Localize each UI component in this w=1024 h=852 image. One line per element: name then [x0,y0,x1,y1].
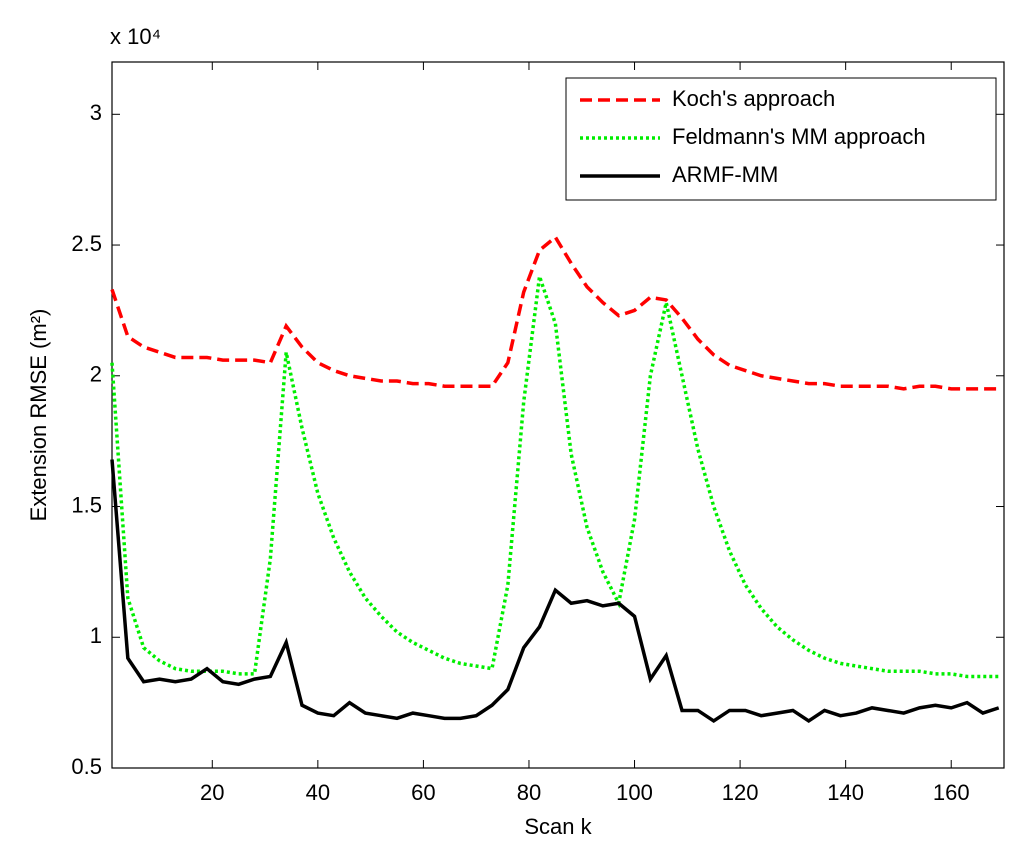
legend-label: Koch's approach [672,86,835,111]
y-tick-label: 1.5 [71,492,102,517]
y-tick-label: 2.5 [71,231,102,256]
y-axis-label: Extension RMSE (m²) [26,309,51,522]
x-tick-label: 160 [933,780,970,805]
x-axis-label: Scan k [524,814,592,839]
y-tick-label: 3 [90,100,102,125]
plot-frame [111,61,1005,769]
x-tick-label: 20 [200,780,224,805]
y-tick-label: 2 [90,362,102,387]
x-tick-label: 100 [616,780,653,805]
y-tick-label: 0.5 [71,754,102,779]
x-tick-label: 140 [827,780,864,805]
data-line [110,275,999,679]
x-tick-label: 40 [306,780,330,805]
legend-label: ARMF-MM [672,162,778,187]
y-tick-label: 1 [90,623,102,648]
x-tick-label: 60 [411,780,435,805]
x-tick-label: 80 [517,780,541,805]
data-line [110,459,1000,724]
legend-label: Feldmann's MM approach [672,124,926,149]
y-scale-label: x 10⁴ [110,24,161,49]
x-tick-label: 120 [722,780,759,805]
data-line [110,234,999,391]
